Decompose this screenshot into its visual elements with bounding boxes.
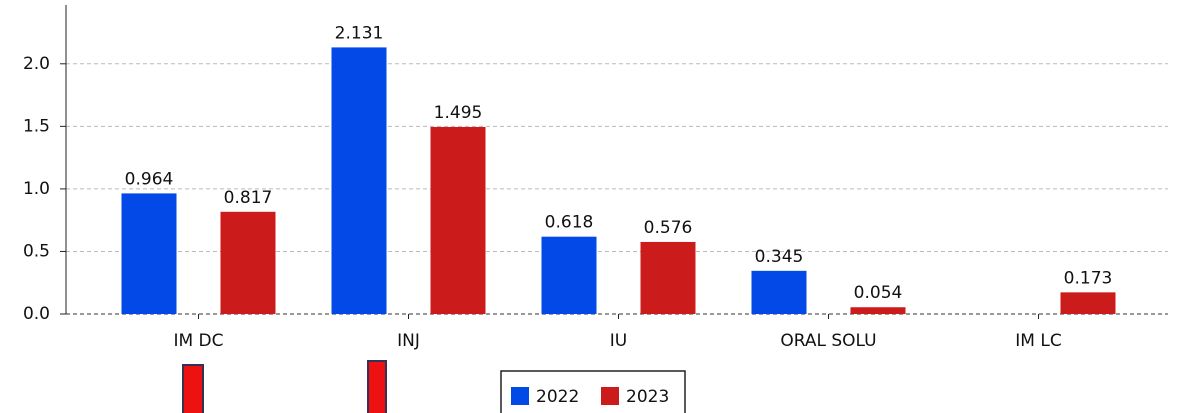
- bar: [220, 211, 276, 314]
- legend-swatch: [601, 387, 619, 405]
- decor-block: [182, 364, 204, 413]
- legend-label: 2022: [536, 387, 579, 407]
- bar: [640, 241, 696, 314]
- x-tick-label: ORAL SOLU: [780, 331, 876, 351]
- value-label: 0.618: [545, 213, 594, 233]
- bar: [751, 270, 807, 314]
- x-tick-label: IU: [610, 331, 627, 351]
- bar: [850, 307, 906, 314]
- y-tick-label: 1.5: [23, 116, 50, 136]
- y-tick-label: 2.0: [23, 54, 50, 74]
- legend-swatch: [511, 387, 529, 405]
- bar: [331, 47, 387, 315]
- value-label: 0.345: [755, 247, 804, 267]
- value-label: 0.054: [854, 283, 903, 303]
- value-label: 0.964: [125, 169, 174, 189]
- y-tick-label: 1.0: [23, 179, 50, 199]
- value-label: 0.576: [644, 218, 693, 238]
- legend-box: [500, 370, 686, 413]
- x-tick-label: IM LC: [1015, 331, 1061, 351]
- value-label: 1.495: [434, 103, 483, 123]
- value-label: 0.173: [1064, 268, 1113, 288]
- y-tick-label: 0.5: [23, 241, 50, 261]
- x-tick-label: IM DC: [173, 331, 223, 351]
- bar: [541, 236, 597, 314]
- bar: [1060, 292, 1116, 314]
- value-label: 2.131: [335, 23, 384, 43]
- x-tick-label: INJ: [397, 331, 420, 351]
- decor-block: [367, 360, 387, 413]
- legend-label: 2023: [626, 387, 669, 407]
- y-tick-label: 0.0: [23, 304, 50, 324]
- value-label: 0.817: [224, 188, 273, 208]
- bar: [121, 193, 177, 314]
- bar: [430, 126, 486, 314]
